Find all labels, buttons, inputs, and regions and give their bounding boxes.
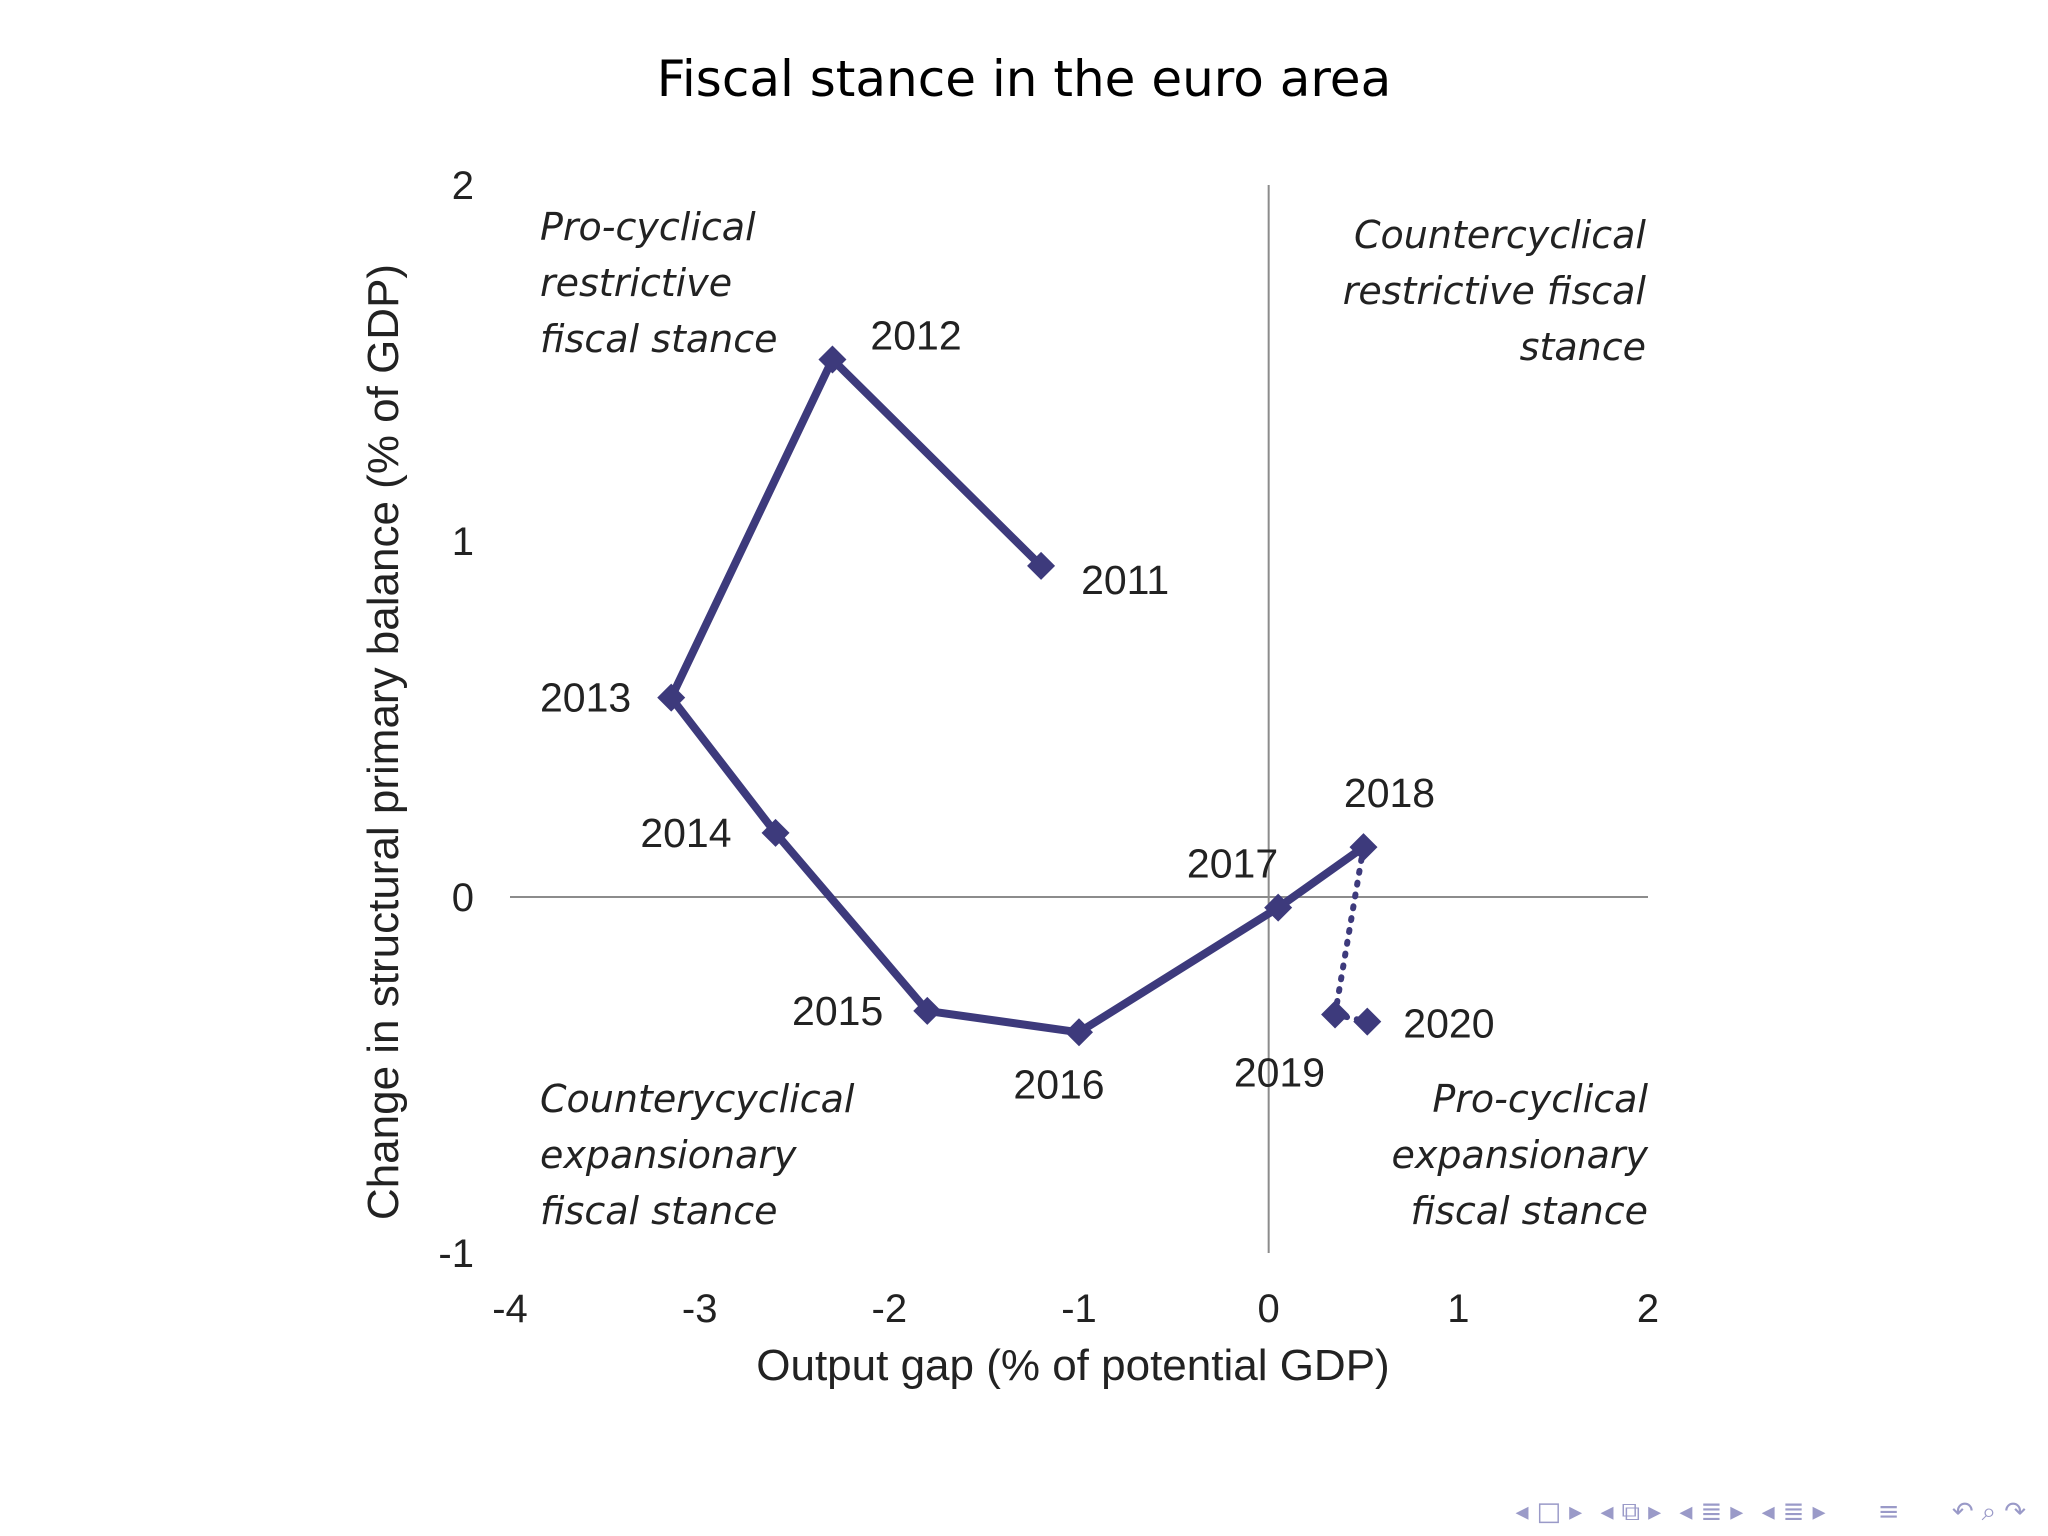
data-point-marker — [657, 683, 686, 712]
point-label: 2013 — [540, 675, 631, 721]
y-tick-label: 0 — [452, 876, 474, 920]
nav-next-frame-icon[interactable]: ▸ — [1569, 1497, 1585, 1527]
x-tick-label: 2 — [1637, 1287, 1659, 1331]
data-point-marker — [1321, 1000, 1350, 1029]
quadrant-label-top-left: Pro-cyclical — [540, 205, 756, 249]
point-label: 2020 — [1403, 1001, 1494, 1047]
quadrant-labels: Pro-cyclical restrictive fiscal stance Coun… — [540, 205, 1649, 1233]
quadrant-label-top-left: fiscal stance — [540, 317, 778, 361]
x-tick-label: -3 — [682, 1287, 718, 1331]
quadrant-label-bottom-right: expansionary — [1392, 1133, 1649, 1177]
series-line-solid — [667, 355, 1368, 1037]
nav-prev-part-icon[interactable]: ◂ — [1761, 1497, 1777, 1527]
nav-prev-section-icon[interactable]: ◂ — [1679, 1497, 1695, 1527]
quadrant-label-top-right: restrictive fiscal — [1343, 269, 1647, 313]
x-tick-label: -2 — [872, 1287, 908, 1331]
point-label: 2014 — [640, 810, 731, 856]
data-point-marker — [1027, 551, 1056, 580]
part-icon[interactable]: ≣ — [1782, 1497, 1807, 1527]
x-tick-label: 1 — [1447, 1287, 1469, 1331]
x-tick-label: 0 — [1258, 1287, 1280, 1331]
quadrant-label-bottom-left: expansionary — [540, 1133, 797, 1177]
quadrant-label-top-right: Countercyclical — [1354, 213, 1646, 257]
quadrant-label-top-left: restrictive — [540, 261, 732, 305]
quadrant-label-top-right: stance — [1520, 325, 1646, 369]
quadrant-label-bottom-right: Pro-cyclical — [1432, 1077, 1648, 1121]
point-label: 2017 — [1187, 841, 1278, 887]
data-point-marker — [1065, 1018, 1093, 1047]
frame-icon[interactable]: □ — [1536, 1497, 1564, 1527]
tick-labels: -4 -3 -2 -1 0 1 2 -1 0 1 2 — [438, 164, 1659, 1331]
y-tick-label: 2 — [452, 164, 474, 208]
data-point-marker — [1349, 833, 1378, 862]
axes — [510, 185, 1648, 1253]
x-tick-label: -4 — [492, 1287, 528, 1331]
nav-prev-subsection-icon[interactable]: ◂ — [1600, 1497, 1616, 1527]
section-icon[interactable]: ≣ — [1700, 1497, 1725, 1527]
quadrant-label-bottom-right: fiscal stance — [1411, 1189, 1649, 1233]
data-point-marker — [913, 996, 942, 1025]
nav-next-section-icon[interactable]: ▸ — [1730, 1497, 1746, 1527]
point-label: 2019 — [1234, 1049, 1325, 1095]
slide-title: Fiscal stance in the euro area — [656, 50, 1392, 108]
point-label: 2011 — [1081, 557, 1169, 603]
x-axis-title: Output gap (% of potential GDP) — [756, 1341, 1389, 1390]
nav-prev-frame-icon[interactable]: ◂ — [1515, 1497, 1531, 1527]
nav-next-subsection-icon[interactable]: ▸ — [1648, 1497, 1664, 1527]
nav-next-part-icon[interactable]: ▸ — [1812, 1497, 1828, 1527]
align-icon[interactable]: ≡ — [1877, 1497, 1902, 1527]
subsection-icon[interactable]: ⧉ — [1621, 1497, 1643, 1527]
series-line-dotted — [1332, 844, 1371, 1025]
data-point-marker — [1353, 1007, 1382, 1036]
beamer-navigation: ◂ □ ▸ ◂ ⧉ ▸ ◂ ≣ ▸ ◂ ≣ ▸ ≡ ↶ ⌕ ↷ — [1509, 1497, 2028, 1528]
point-label: 2012 — [870, 312, 961, 358]
data-point-marker — [1264, 893, 1293, 922]
y-axis-title: Change in structural primary balance (% … — [359, 264, 408, 1220]
point-label: 2016 — [1013, 1061, 1104, 1107]
search-icon[interactable]: ⌕ — [1981, 1497, 1999, 1527]
data-point-marker — [761, 818, 790, 847]
y-tick-label: -1 — [438, 1232, 474, 1276]
quadrant-label-bottom-left: fiscal stance — [540, 1189, 778, 1233]
x-tick-label: -1 — [1061, 1287, 1097, 1331]
data-point-marker — [818, 345, 847, 374]
quadrant-label-bottom-left: Counterycyclical — [540, 1077, 855, 1121]
series — [657, 345, 1382, 1047]
point-label: 2015 — [792, 988, 883, 1034]
redo-icon[interactable]: ↷ — [2004, 1497, 2028, 1527]
undo-icon[interactable]: ↶ — [1951, 1497, 1976, 1527]
point-labels: 2011 2012 2013 2014 2015 2016 2017 2018 2019 2020 — [540, 312, 1495, 1107]
point-label: 2018 — [1344, 770, 1435, 816]
y-tick-label: 1 — [452, 520, 474, 564]
